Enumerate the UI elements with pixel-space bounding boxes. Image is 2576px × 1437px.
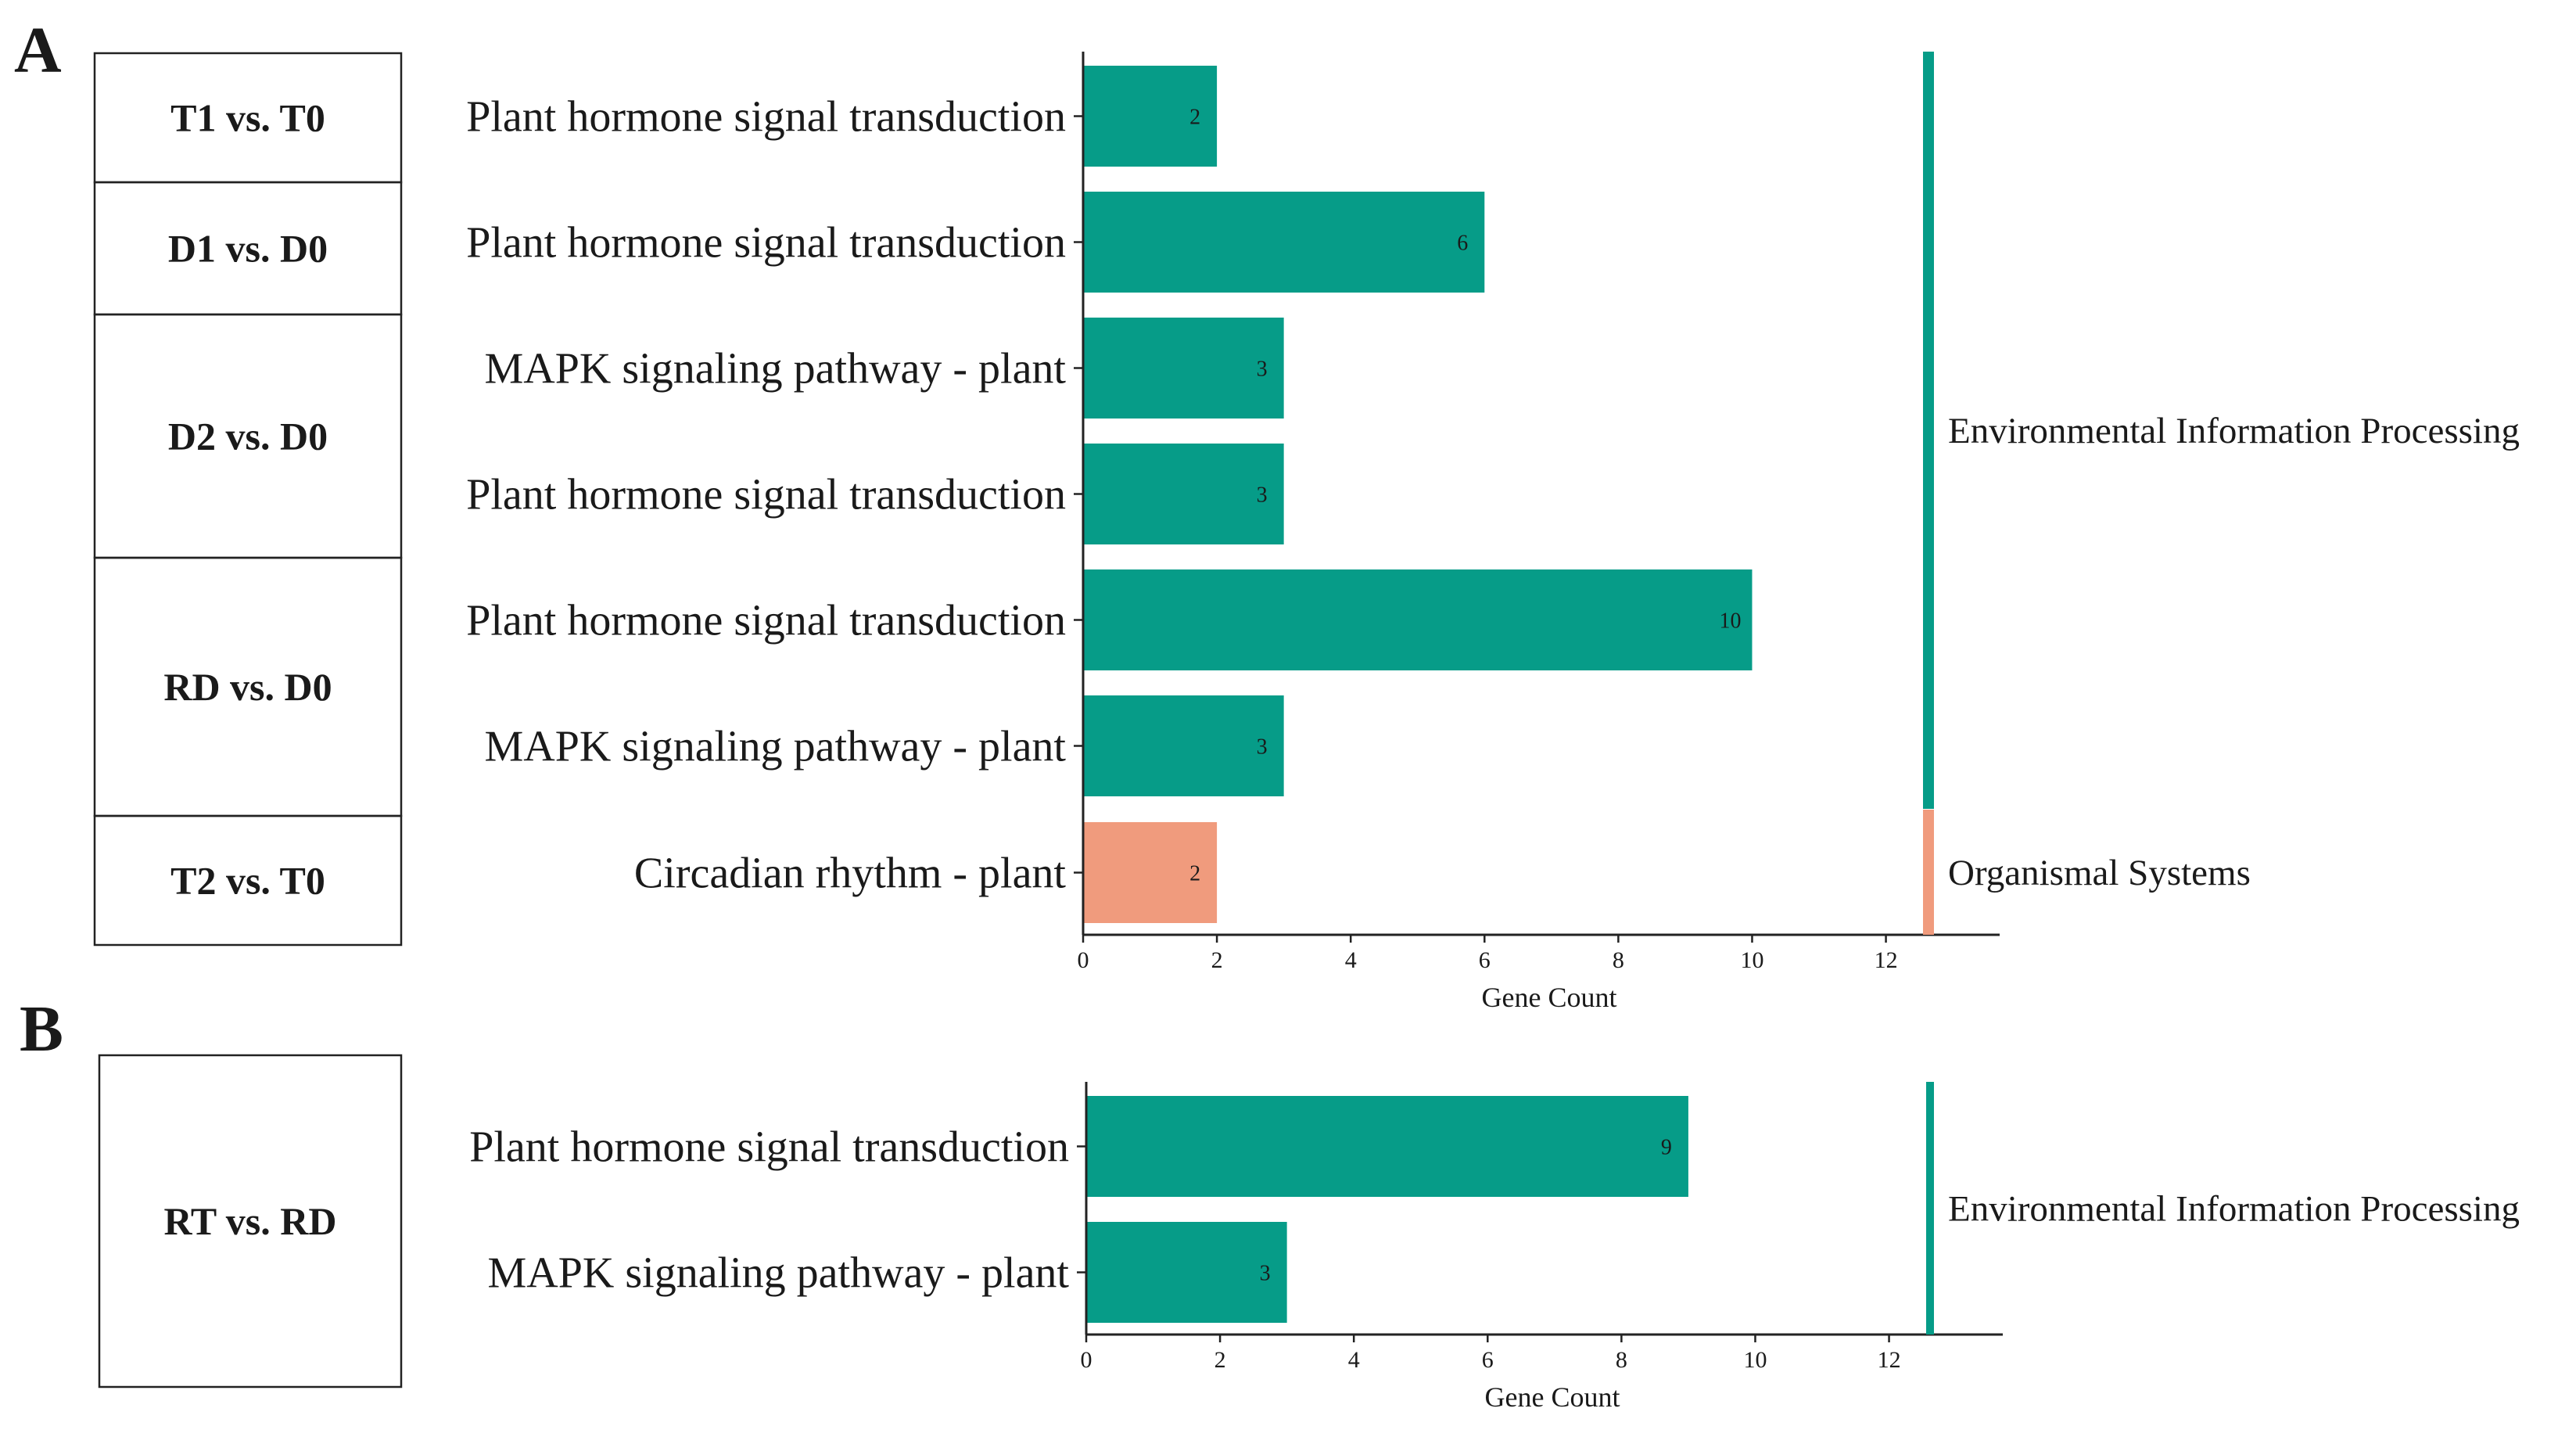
group-label: RD vs. D0 [163, 665, 332, 709]
category-label: Plant hormone signal transduction [466, 471, 1066, 519]
x-tick-label: 12 [1878, 1347, 1901, 1373]
x-tick-label: 6 [1479, 947, 1491, 973]
group-label: D1 vs. D0 [168, 227, 328, 271]
category-label: MAPK signaling pathway - plant [485, 723, 1067, 771]
bar [1083, 192, 1485, 293]
bar [1083, 444, 1284, 544]
value-label: 3 [1257, 735, 1268, 760]
category-label: Plant hormone signal transduction [466, 219, 1066, 268]
chart-panel-b: RT vs. RD Plant hormone signal transducti… [98, 1054, 2520, 1413]
x-tick-label: 0 [1078, 947, 1089, 973]
class-strip [1926, 1082, 1934, 1335]
panel-letter-b: B [20, 993, 63, 1065]
x-tick-label: 8 [1616, 1347, 1627, 1373]
x-axis-title: Gene Count [1482, 982, 1617, 1013]
class-label: Environmental Information Processing [1948, 1189, 2520, 1230]
x-tick-label: 6 [1482, 1347, 1494, 1373]
x-tick-label: 10 [1740, 947, 1763, 973]
bar [1083, 822, 1218, 923]
bar [1083, 318, 1284, 419]
bar [1086, 1096, 1688, 1197]
group-label: T2 vs. T0 [170, 859, 325, 903]
x-tick-label: 12 [1875, 947, 1898, 973]
bar [1083, 569, 1753, 670]
chart-panel-a: T1 vs. T0 D1 vs. D0 D2 vs. D0 RD vs. D0 T2 v… [93, 52, 2520, 1013]
category-label: Plant hormone signal transduction [466, 597, 1066, 645]
group-label: T1 vs. T0 [170, 96, 325, 140]
category-label: Plant hormone signal transduction [469, 1123, 1069, 1172]
class-label: Environmental Information Processing [1948, 411, 2520, 451]
value-label: 2 [1189, 106, 1200, 130]
value-label: 2 [1189, 862, 1200, 886]
x-tick-label: 4 [1348, 1347, 1360, 1373]
value-label: 3 [1257, 483, 1268, 508]
x-tick-label: 0 [1081, 1347, 1092, 1373]
bar [1083, 66, 1218, 167]
category-label: MAPK signaling pathway - plant [488, 1249, 1070, 1298]
value-label: 6 [1457, 232, 1468, 256]
value-label: 3 [1260, 1262, 1271, 1286]
category-label: Circadian rhythm - plant [634, 850, 1067, 898]
bar [1086, 1222, 1287, 1323]
value-label: 10 [1719, 609, 1741, 634]
value-label: 3 [1257, 357, 1268, 382]
value-label: 9 [1661, 1136, 1672, 1160]
group-box [98, 1054, 403, 1389]
category-label: MAPK signaling pathway - plant [485, 345, 1067, 393]
class-strip [1923, 52, 1934, 809]
group-label: D2 vs. D0 [168, 415, 328, 458]
class-strip [1923, 810, 1934, 935]
category-label: Plant hormone signal transduction [466, 93, 1066, 142]
x-tick-label: 2 [1214, 1347, 1226, 1373]
class-label: Organismal Systems [1948, 853, 2251, 893]
x-tick-label: 4 [1345, 947, 1357, 973]
x-axis-title: Gene Count [1485, 1381, 1620, 1413]
x-tick-label: 2 [1211, 947, 1223, 973]
x-tick-label: 10 [1743, 1347, 1767, 1373]
group-label: RT vs. RD [164, 1199, 337, 1243]
group-box [93, 814, 403, 947]
x-tick-label: 8 [1613, 947, 1624, 973]
bar [1083, 695, 1284, 796]
panel-letter-a: A [14, 14, 62, 87]
